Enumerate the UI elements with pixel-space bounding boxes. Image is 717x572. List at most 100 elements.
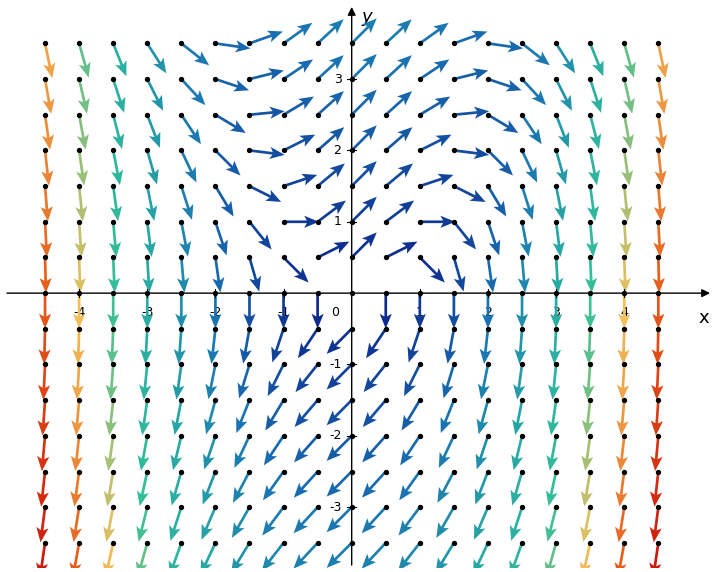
Point [73, 181, 85, 190]
Point [277, 431, 289, 440]
Point [312, 396, 323, 405]
Point [414, 253, 426, 262]
Point [414, 324, 426, 333]
Point [39, 181, 51, 190]
Point [39, 503, 51, 512]
Point [73, 110, 85, 120]
Point [73, 288, 85, 297]
Point [108, 360, 119, 369]
Point [176, 467, 187, 476]
Point [652, 503, 664, 512]
Point [380, 146, 391, 155]
Point [141, 396, 153, 405]
Point [652, 538, 664, 547]
Point [176, 253, 187, 262]
Point [244, 181, 255, 190]
Point [652, 467, 664, 476]
Point [176, 74, 187, 84]
Point [108, 217, 119, 227]
Point [39, 360, 51, 369]
Point [380, 431, 391, 440]
Point [312, 324, 323, 333]
Point [551, 39, 562, 48]
Point [73, 146, 85, 155]
Point [108, 431, 119, 440]
Point [414, 181, 426, 190]
Point [277, 74, 289, 84]
Point [312, 181, 323, 190]
Point [619, 217, 630, 227]
Point [584, 110, 596, 120]
Point [73, 467, 85, 476]
Text: -2: -2 [209, 306, 222, 319]
Point [73, 217, 85, 227]
Point [141, 288, 153, 297]
Point [414, 288, 426, 297]
Point [483, 39, 494, 48]
Point [108, 538, 119, 547]
Point [346, 467, 357, 476]
Point [176, 324, 187, 333]
Text: -1: -1 [329, 358, 341, 371]
Point [551, 396, 562, 405]
Point [346, 396, 357, 405]
Point [346, 146, 357, 155]
Point [312, 360, 323, 369]
Point [516, 253, 528, 262]
Point [584, 74, 596, 84]
Point [483, 360, 494, 369]
Text: -2: -2 [329, 430, 341, 442]
Point [108, 288, 119, 297]
Point [108, 74, 119, 84]
Point [277, 467, 289, 476]
Text: 2: 2 [333, 144, 341, 157]
Point [312, 146, 323, 155]
Point [448, 538, 460, 547]
Point [551, 431, 562, 440]
Point [73, 503, 85, 512]
Point [584, 538, 596, 547]
Point [176, 39, 187, 48]
Point [277, 181, 289, 190]
Point [244, 217, 255, 227]
Point [380, 74, 391, 84]
Point [448, 110, 460, 120]
Point [380, 396, 391, 405]
Point [346, 39, 357, 48]
Point [39, 467, 51, 476]
Point [619, 74, 630, 84]
Point [652, 360, 664, 369]
Point [176, 146, 187, 155]
Point [39, 146, 51, 155]
Point [176, 396, 187, 405]
Point [108, 110, 119, 120]
Point [176, 110, 187, 120]
Point [312, 288, 323, 297]
Point [244, 110, 255, 120]
Point [551, 146, 562, 155]
Point [584, 467, 596, 476]
Point [414, 74, 426, 84]
Point [551, 181, 562, 190]
Point [141, 324, 153, 333]
Point [652, 39, 664, 48]
Text: -3: -3 [329, 500, 341, 514]
Point [584, 360, 596, 369]
Point [244, 467, 255, 476]
Point [483, 324, 494, 333]
Point [39, 324, 51, 333]
Point [244, 288, 255, 297]
Point [652, 181, 664, 190]
Point [414, 503, 426, 512]
Point [619, 360, 630, 369]
Point [312, 431, 323, 440]
Text: 3: 3 [333, 73, 341, 86]
Point [516, 431, 528, 440]
Point [73, 538, 85, 547]
Point [39, 39, 51, 48]
Point [277, 503, 289, 512]
Point [516, 503, 528, 512]
Point [39, 74, 51, 84]
Point [108, 467, 119, 476]
Point [141, 146, 153, 155]
